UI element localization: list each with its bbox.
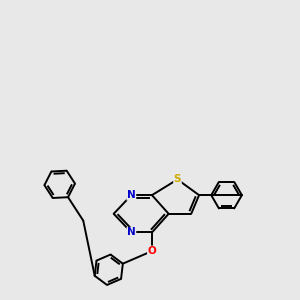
Text: O: O [148,246,156,256]
Text: N: N [127,190,136,200]
Text: N: N [127,227,136,237]
Text: S: S [174,174,181,184]
